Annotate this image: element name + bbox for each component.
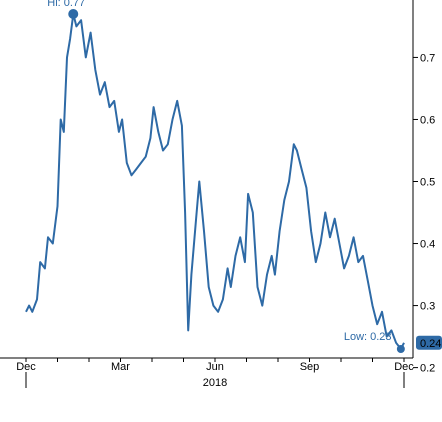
y-axis: 0.7 0.6 0.5 0.4 0.3 0.2: [412, 0, 435, 375]
year-label: 2018: [203, 377, 227, 389]
x-tick-group: Dec Mar Jun Sep Dec 2018: [16, 358, 414, 389]
annotations: Hi: 0.77 Low: 0.23 0.24: [47, 0, 442, 353]
x-tick-label: Jun: [206, 361, 224, 373]
y-tick-label: 0.4: [420, 239, 435, 251]
x-axis: Dec Mar Jun Sep Dec 2018: [0, 357, 414, 389]
high-point-marker: [68, 9, 79, 19]
x-tick-label: Dec: [394, 361, 414, 373]
x-tick-label: Sep: [300, 361, 320, 373]
x-tick-label: Mar: [111, 361, 130, 373]
last-value-label: 0.24: [420, 338, 441, 350]
low-label: Low: 0.23: [344, 331, 392, 343]
x-tick-label: Dec: [16, 361, 36, 373]
plot-area: [25, 13, 405, 350]
y-tick-label: 0.3: [420, 301, 435, 313]
y-tick-label: 0.7: [420, 52, 435, 64]
series-line: [25, 13, 405, 350]
high-label: Hi: 0.77: [47, 0, 85, 9]
y-tick-label: 0.2: [420, 363, 435, 375]
y-tick-group: 0.7 0.6 0.5 0.4 0.3 0.2: [413, 52, 435, 375]
y-tick-label: 0.6: [420, 114, 435, 126]
y-tick-label: 0.5: [420, 177, 435, 189]
last-value-badge: [416, 335, 442, 350]
low-point-marker: [396, 345, 405, 353]
